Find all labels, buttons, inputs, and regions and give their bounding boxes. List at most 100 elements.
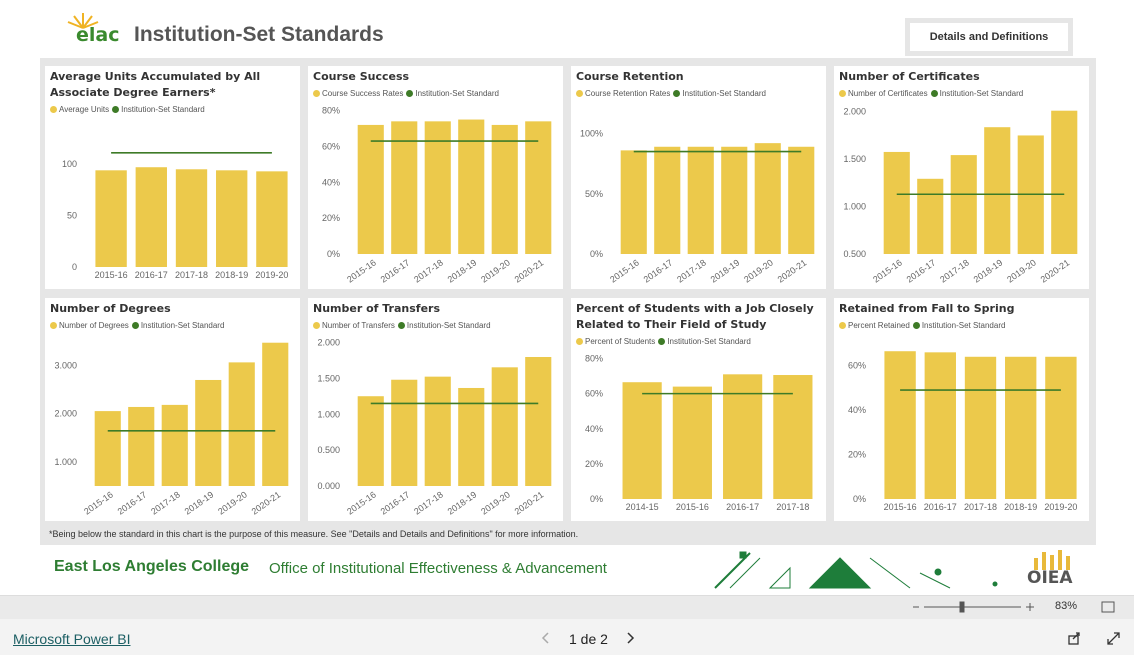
- x-tick-label: 2019-20: [1005, 257, 1038, 284]
- bar: [525, 121, 552, 254]
- x-tick-label: 2020-21: [250, 489, 283, 516]
- legend-label: Number of Certificates: [848, 89, 928, 98]
- bar: [924, 352, 956, 499]
- y-tick-label: 1.000: [843, 202, 866, 212]
- legend-label: Average Units: [59, 105, 110, 114]
- legend-label: Course Retention Rates: [585, 89, 671, 98]
- legend-item: Number of Degrees: [50, 321, 129, 330]
- fit-icon[interactable]: [1100, 600, 1116, 614]
- y-tick-label: 2.000: [54, 409, 77, 419]
- legend-dot: [912, 322, 920, 329]
- legend-label: Institution-Set Standard: [667, 337, 751, 346]
- bar: [1005, 356, 1037, 499]
- y-tick-label: 50: [67, 211, 77, 221]
- share-icons[interactable]: [1066, 630, 1126, 646]
- bar: [1045, 356, 1077, 499]
- y-tick-label: 60%: [848, 361, 866, 371]
- x-tick-label: 2015-16: [884, 502, 917, 512]
- legend-item: Institution-Set Standard: [658, 337, 751, 346]
- details-button[interactable]: Details and Definitions: [905, 18, 1073, 56]
- x-tick-label: 2016-17: [116, 489, 149, 516]
- y-tick-label: 60%: [322, 141, 340, 151]
- bar: [754, 143, 781, 254]
- x-tick-label: 2018-19: [446, 257, 479, 284]
- legend-item: Institution-Set Standard: [131, 321, 224, 330]
- x-tick-label: 2018-19: [709, 257, 742, 284]
- footnote: *Being below the standard in this chart …: [49, 529, 579, 539]
- footer-graphic: [714, 551, 998, 589]
- legend-item: Average Units: [50, 105, 109, 114]
- x-tick-label: 2016-17: [726, 502, 759, 512]
- chart-panel: Number of Transfers Number of Transfers In…: [308, 298, 563, 521]
- chart-plot: 0% 50% 100% 2015-16 2016-17 2017-18 2018-19 201…: [580, 129, 815, 285]
- y-tick-label: 60%: [585, 389, 603, 399]
- legend-item: Percent Retained: [839, 321, 910, 330]
- zoom-slider[interactable]: [908, 600, 1038, 614]
- legend: Number of Certificates Institution-Set St…: [834, 85, 1089, 101]
- chart-title: Retained from Fall to Spring: [839, 302, 1015, 315]
- y-tick-label: 0: [72, 262, 77, 272]
- x-tick-label: 2017-18: [938, 257, 971, 284]
- x-tick-label: 2015-16: [676, 502, 709, 512]
- x-tick-label: 2019-20: [479, 489, 512, 516]
- x-tick-label: 2015-16: [608, 257, 641, 284]
- chart-panel: Retained from Fall to Spring Percent Reta…: [834, 298, 1089, 521]
- bar: [773, 375, 813, 499]
- x-tick-label: 2019-20: [1044, 502, 1077, 512]
- page-indicator: 1 de 2: [569, 631, 608, 647]
- x-tick-label: 2017-18: [964, 502, 997, 512]
- x-tick-label: 2020-21: [1039, 257, 1072, 284]
- legend: Course Success Rates Institution-Set Stan…: [308, 85, 563, 101]
- chart-panel: Percent of Students with a Job Closely R…: [571, 298, 826, 521]
- bar: [357, 124, 384, 255]
- chart-panel: Number of Degrees Number of Degrees Instit…: [45, 298, 300, 521]
- chart-title: Number of Transfers: [313, 302, 440, 315]
- bar: [424, 376, 451, 486]
- y-tick-label: 1.500: [317, 373, 340, 383]
- legend: Number of Degrees Institution-Set Standar…: [45, 317, 300, 333]
- legend-item: Course Retention Rates: [576, 89, 670, 98]
- legend-label: Number of Degrees: [59, 321, 129, 330]
- chart-plot: 0 50 100 2015-16 2016-17 2017-18 2018-19 2019-2…: [62, 152, 288, 280]
- chart-plot: 0% 20% 40% 60% 80% 2015-16 2016-17 2017-18 2018-…: [322, 106, 552, 285]
- powerbi-link[interactable]: Microsoft Power BI: [13, 631, 131, 647]
- bar: [883, 151, 910, 254]
- y-tick-label: 2.000: [843, 107, 866, 117]
- x-tick-label: 2017-18: [776, 502, 809, 512]
- chart-plot: 0% 20% 40% 60% 2015-16 2016-17 2017-18 2018-19 2…: [848, 351, 1077, 512]
- y-tick-label: 80%: [322, 106, 340, 116]
- page-nav[interactable]: [538, 630, 642, 646]
- bar: [984, 127, 1011, 254]
- x-tick-label: 2016-17: [905, 257, 938, 284]
- bar: [262, 342, 289, 486]
- legend-dot: [576, 338, 583, 345]
- x-tick-label: 2016-17: [924, 502, 957, 512]
- x-tick-label: 2014-15: [626, 502, 659, 512]
- y-tick-label: 0.000: [317, 481, 340, 491]
- bar: [161, 404, 188, 486]
- chart-panel: Number of Certificates Number of Certific…: [834, 66, 1089, 289]
- bar: [525, 356, 552, 486]
- legend: Average Units Institution-Set Standard: [45, 101, 300, 117]
- bar: [917, 178, 944, 254]
- y-tick-label: 1.000: [54, 457, 77, 467]
- x-tick-label: 2018-19: [972, 257, 1005, 284]
- legend-item: Institution-Set Standard: [112, 105, 205, 114]
- legend-dot: [50, 322, 57, 329]
- bar: [175, 169, 208, 267]
- y-tick-label: 0%: [327, 249, 340, 259]
- bar: [788, 146, 815, 254]
- oiea-bars: [1034, 550, 1070, 570]
- legend-dot: [406, 90, 414, 97]
- y-tick-label: 2.000: [317, 338, 340, 348]
- bar: [216, 170, 248, 267]
- legend-dot: [112, 106, 120, 113]
- legend-dot: [658, 338, 666, 345]
- legend-item: Percent of Students: [576, 337, 655, 346]
- bar: [884, 351, 916, 499]
- y-tick-label: 1.500: [843, 154, 866, 164]
- bar: [950, 155, 977, 254]
- bar: [94, 411, 121, 486]
- y-tick-label: 100%: [580, 129, 603, 139]
